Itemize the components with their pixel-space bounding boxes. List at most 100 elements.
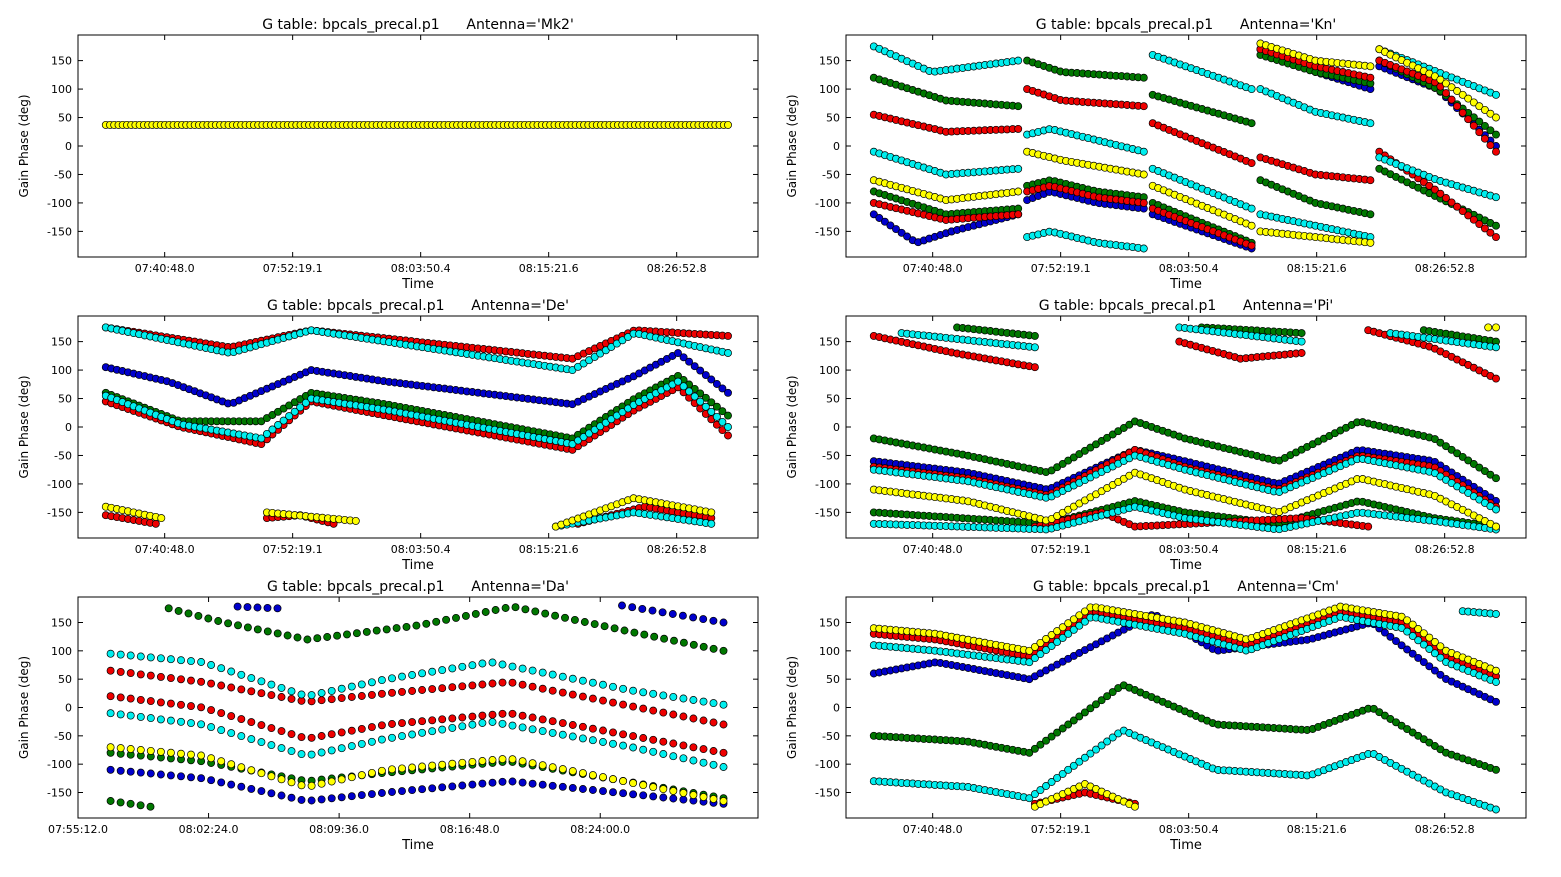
data-point-cyan	[679, 754, 688, 763]
data-point-blue	[696, 366, 705, 375]
data-point-red	[578, 722, 587, 731]
data-point-green	[313, 634, 322, 643]
data-point-blue	[892, 225, 900, 234]
data-point-red	[1480, 224, 1489, 233]
x-tick-label: 07:40:48.0	[135, 262, 195, 275]
y-axis-label: Gain Phase (deg)	[17, 94, 31, 197]
data-point-green	[660, 634, 669, 643]
data-point-green	[610, 624, 619, 633]
data-point-red	[548, 717, 557, 726]
data-point-yellow	[669, 787, 678, 795]
data-point-red	[187, 702, 195, 711]
data-point-cyan	[649, 747, 658, 756]
data-point-red	[267, 691, 276, 700]
data-point-red	[317, 696, 326, 705]
data-point-yellow	[106, 743, 115, 752]
data-point-yellow	[709, 795, 718, 803]
data-point-green	[640, 630, 649, 639]
data-point-blue	[458, 781, 467, 790]
data-point-yellow	[1492, 323, 1500, 332]
data-point-blue	[253, 603, 262, 612]
data-point-red	[367, 690, 376, 699]
data-point-red	[227, 712, 236, 721]
data-point-cyan	[718, 417, 727, 426]
data-point-yellow	[257, 769, 266, 778]
data-point-yellow	[538, 761, 547, 770]
data-point-cyan	[699, 758, 708, 767]
data-point-green	[718, 407, 727, 416]
data-point-cyan	[538, 727, 547, 736]
x-tick-label: 08:26:52.8	[1415, 543, 1475, 556]
data-point-blue	[701, 371, 710, 380]
data-point-blue	[347, 792, 356, 801]
data-point-cyan	[719, 763, 728, 771]
data-point-red	[287, 730, 296, 739]
data-point-green	[1014, 102, 1023, 111]
data-point-cyan	[488, 718, 497, 726]
data-point-cyan	[707, 519, 716, 528]
data-point-blue	[699, 615, 708, 624]
data-point-cyan	[619, 684, 628, 693]
data-point-blue	[599, 787, 607, 796]
data-point-cyan	[458, 722, 467, 731]
data-point-green	[136, 801, 145, 810]
y-tick-label: 0	[833, 702, 840, 715]
data-point-cyan	[448, 723, 457, 732]
data-point-cyan	[709, 699, 718, 708]
data-point-yellow	[558, 765, 567, 774]
data-point-cyan	[146, 653, 155, 662]
data-point-green	[392, 624, 401, 633]
chart-title: G table: bpcals_precal.p1 Antenna='De'	[267, 298, 569, 314]
x-axis-label: Time	[401, 558, 434, 573]
data-point-red	[297, 733, 306, 742]
data-point-yellow	[568, 767, 577, 776]
data-point-yellow	[217, 757, 226, 766]
data-point-yellow	[1484, 323, 1493, 332]
data-points	[101, 323, 732, 531]
x-tick-label: 07:52:19.1	[1031, 262, 1091, 275]
data-point-blue	[277, 791, 286, 800]
data-point-red	[629, 702, 638, 711]
data-point-cyan	[707, 407, 716, 416]
data-point-red	[639, 704, 648, 713]
data-point-red	[669, 739, 678, 748]
data-point-cyan	[408, 730, 417, 739]
data-point-green	[273, 629, 282, 638]
data-point-blue	[629, 790, 638, 799]
data-point-yellow	[157, 514, 166, 523]
data-point-green	[1366, 210, 1375, 219]
data-point-blue	[869, 210, 878, 219]
data-point-blue	[568, 783, 577, 792]
data-point-blue	[233, 602, 242, 611]
data-point-green	[303, 635, 312, 644]
data-point-green	[712, 402, 721, 411]
data-point-blue	[146, 769, 155, 778]
data-point-cyan	[177, 717, 185, 726]
data-point-blue	[638, 604, 647, 613]
data-point-red	[538, 715, 547, 724]
x-tick-label: 07:55:12.0	[48, 823, 108, 836]
data-point-blue	[377, 789, 386, 797]
data-point-red	[257, 689, 266, 698]
data-point-blue	[106, 765, 115, 774]
data-point-blue	[588, 786, 597, 794]
data-point-red	[156, 698, 165, 707]
y-tick-label: -150	[47, 225, 72, 238]
chart-panel-4: G table: bpcals_precal.p1 Antenna='Pi' 07…	[785, 298, 1527, 573]
data-point-cyan	[267, 741, 276, 750]
data-point-cyan	[207, 723, 216, 732]
y-tick-label: -50	[54, 730, 72, 743]
data-point-yellow	[307, 781, 316, 790]
data-point-cyan	[438, 725, 447, 734]
chart-panel-5: G table: bpcals_precal.p1 Antenna='Da' 07…	[17, 579, 759, 853]
data-point-blue	[468, 780, 477, 789]
data-point-red	[377, 721, 386, 730]
data-point-red	[1366, 73, 1375, 82]
data-point-red	[1492, 233, 1500, 242]
data-point-cyan	[388, 733, 396, 742]
data-point-red	[478, 711, 487, 720]
data-point-red	[237, 715, 246, 724]
data-point-red	[599, 696, 607, 705]
data-point-cyan	[187, 657, 195, 666]
data-point-red	[277, 693, 286, 701]
